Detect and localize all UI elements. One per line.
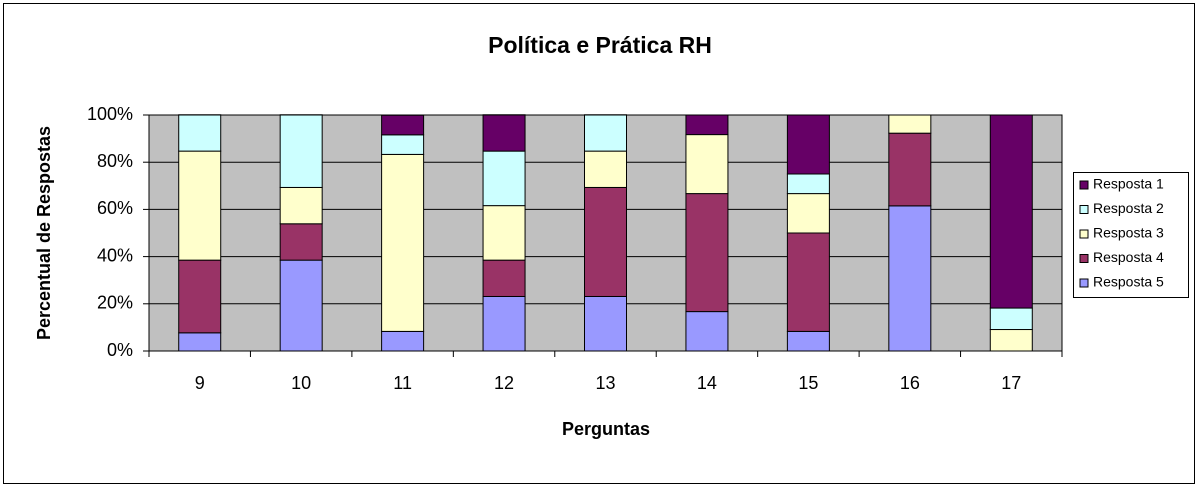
bar-segment bbox=[989, 114, 1033, 309]
bar-segment bbox=[685, 114, 729, 136]
bar-segment bbox=[685, 134, 729, 195]
x-tick-label: 15 bbox=[798, 373, 818, 393]
bar-segment bbox=[786, 173, 830, 195]
bar-segment bbox=[381, 134, 425, 155]
y-tick-label: 0% bbox=[107, 340, 133, 360]
bar-segment bbox=[279, 186, 323, 225]
chart-title: Política e Prática RH bbox=[488, 32, 712, 58]
legend-swatch bbox=[1079, 205, 1089, 214]
x-tick-label: 17 bbox=[1001, 373, 1021, 393]
bar-segment bbox=[888, 132, 932, 207]
bar-segment bbox=[482, 295, 526, 352]
bar-segment bbox=[178, 150, 222, 261]
legend-label: Resposta 5 bbox=[1093, 274, 1164, 290]
y-tick-label: 80% bbox=[97, 151, 133, 171]
bar-segment bbox=[279, 223, 323, 261]
y-tick-label: 20% bbox=[97, 293, 133, 313]
bar-segment bbox=[685, 311, 729, 352]
legend-box bbox=[1073, 172, 1189, 298]
y-tick-label: 100% bbox=[87, 104, 133, 124]
bar-segment bbox=[584, 186, 627, 297]
bar-segment bbox=[786, 330, 830, 352]
bar-segment bbox=[279, 259, 323, 352]
bar-segment bbox=[178, 259, 222, 334]
x-axis-title: Perguntas bbox=[562, 419, 650, 439]
y-axis-title: Percentual de Respostas bbox=[34, 126, 54, 340]
bar-segment bbox=[786, 232, 830, 332]
x-tick-label: 12 bbox=[494, 373, 514, 393]
y-tick-label: 40% bbox=[97, 245, 133, 265]
bar-segment bbox=[989, 329, 1033, 352]
bar-segment bbox=[482, 114, 526, 152]
legend-label: Resposta 1 bbox=[1093, 176, 1164, 192]
bar-segment bbox=[989, 307, 1033, 331]
bar-segment bbox=[888, 114, 932, 134]
bar-segment bbox=[381, 114, 425, 136]
x-tick-label: 10 bbox=[291, 373, 311, 393]
bar-segment bbox=[786, 114, 830, 175]
legend-swatch bbox=[1079, 229, 1089, 239]
bar-segment bbox=[482, 150, 526, 207]
bar-segment bbox=[178, 114, 222, 152]
bar-segment bbox=[482, 259, 526, 297]
bar-segment bbox=[584, 295, 627, 352]
x-tick-label: 14 bbox=[697, 373, 717, 393]
legend-swatch bbox=[1079, 278, 1089, 288]
plot-border bbox=[148, 114, 1063, 352]
bar-segment bbox=[584, 150, 627, 188]
legend-swatch bbox=[1079, 180, 1089, 190]
bar-segment bbox=[178, 332, 222, 352]
x-tick-label: 13 bbox=[595, 373, 615, 393]
x-tick-label: 16 bbox=[900, 373, 920, 393]
bar-segment bbox=[685, 193, 729, 313]
x-tick-label: 11 bbox=[393, 373, 412, 393]
bar-segment bbox=[482, 205, 526, 261]
legend-label: Resposta 4 bbox=[1093, 249, 1164, 265]
x-tick-label: 9 bbox=[195, 373, 205, 393]
bar-segment bbox=[888, 205, 932, 352]
bar-segment bbox=[584, 114, 627, 152]
bar-segment bbox=[786, 193, 830, 234]
legend-swatch bbox=[1079, 254, 1089, 263]
bar-segment bbox=[381, 330, 425, 352]
bar-segment bbox=[381, 153, 425, 332]
legend-label: Resposta 3 bbox=[1093, 225, 1164, 241]
bar-segment bbox=[279, 114, 323, 188]
legend-label: Resposta 2 bbox=[1093, 200, 1164, 216]
y-tick-label: 60% bbox=[97, 198, 133, 218]
